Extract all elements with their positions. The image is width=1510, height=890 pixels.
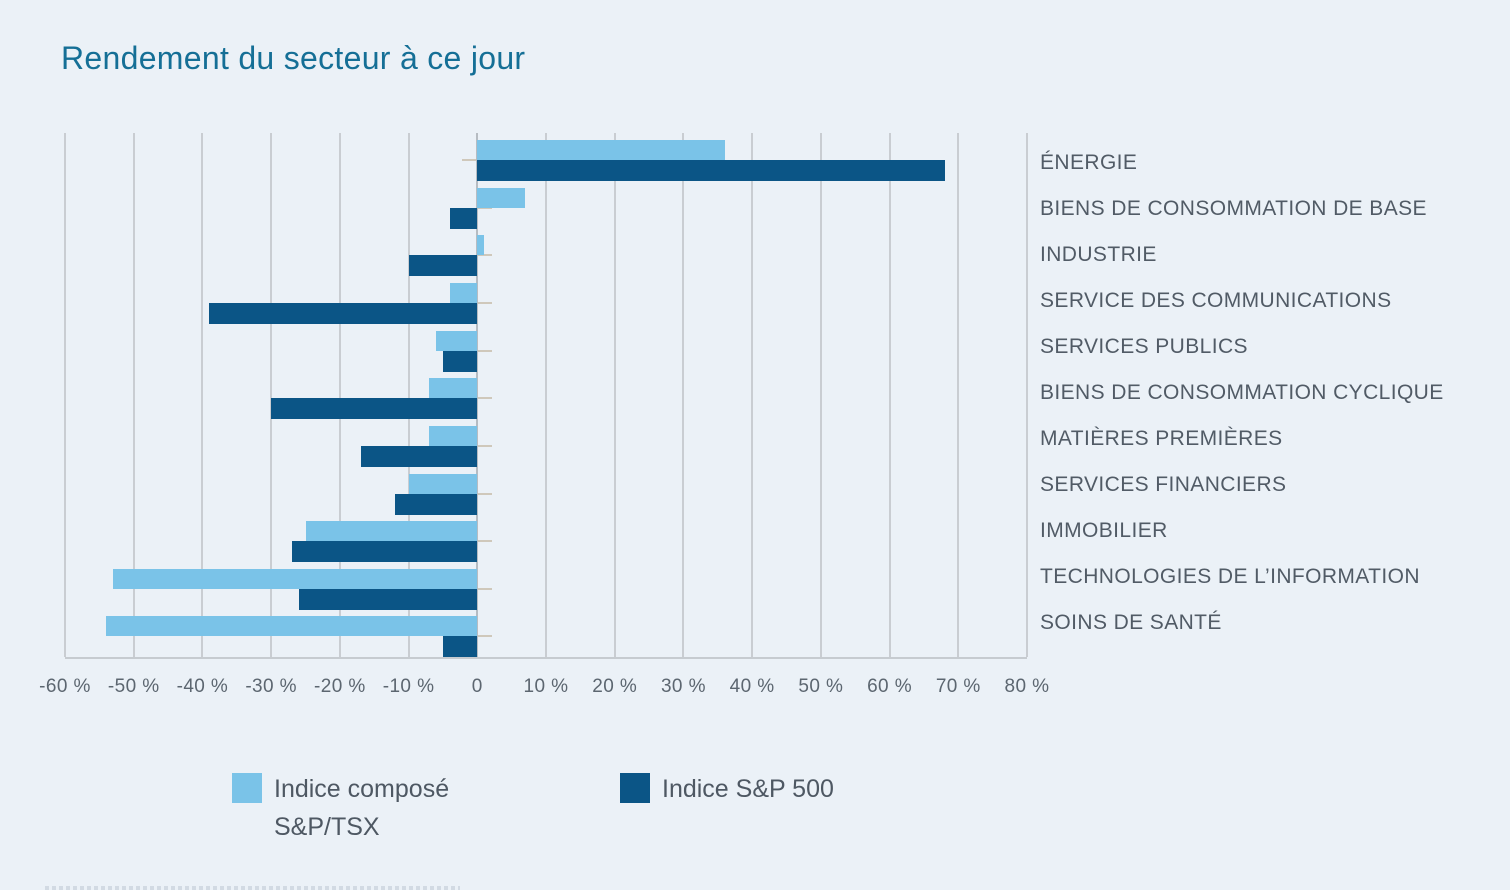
zero-axis-line: [476, 133, 479, 657]
bar-sp500: [442, 636, 478, 658]
gridline: [64, 133, 66, 657]
legend-item-tsx: Indice composé S&P/TSX: [232, 770, 449, 846]
bar-tsx: [106, 616, 478, 637]
legend-label-tsx-line2: S&P/TSX: [274, 813, 380, 841]
category-tick: [478, 587, 493, 590]
gridline: [751, 133, 754, 657]
x-axis-label: -40 %: [176, 676, 229, 697]
category-label: SERVICES PUBLICS: [1040, 335, 1248, 358]
category-tick: [478, 349, 493, 352]
category-label: ÉNERGIE: [1040, 151, 1138, 174]
category-label: SERVICE DES COMMUNICATIONS: [1040, 289, 1392, 312]
category-tick: [478, 635, 493, 638]
x-axis-label: -50 %: [107, 676, 160, 697]
x-axis-label: -20 %: [314, 676, 366, 697]
x-axis-label: 40 %: [729, 676, 775, 697]
bar-sp500: [442, 350, 478, 372]
legend-swatch-sp500: [620, 773, 650, 803]
x-axis-label: -10 %: [382, 676, 435, 697]
x-axis: -60 % -50 % -40 % -30 % -20 % -10 % 0 10 % 20 % 3…: [0, 676, 1510, 702]
category-tick: [478, 397, 493, 400]
gridline: [682, 133, 685, 657]
legend-label-tsx: Indice composé S&P/TSX: [274, 770, 449, 846]
gridline: [957, 133, 960, 657]
bar-tsx: [477, 140, 725, 160]
gridline: [201, 133, 204, 657]
category-tick: [478, 492, 493, 495]
category-label: IMMOBILIER: [1040, 519, 1168, 542]
gridline: [1026, 133, 1028, 657]
x-axis-label: 0: [471, 676, 483, 697]
gridline: [338, 133, 341, 657]
gridline: [613, 133, 616, 657]
bar-sp500: [360, 445, 478, 467]
bar-tsx: [305, 521, 478, 542]
bar-sp500: [209, 302, 478, 324]
x-axis-label: 50 %: [798, 676, 844, 697]
bar-sp500: [271, 398, 478, 420]
gridline: [819, 133, 822, 657]
category-tick: [478, 254, 493, 257]
bar-sp500: [449, 207, 478, 229]
cutoff-text-sliver: [45, 886, 460, 890]
x-axis-label: 60 %: [867, 676, 913, 697]
category-label: BIENS DE CONSOMMATION DE BASE: [1040, 197, 1427, 220]
bar-tsx: [408, 473, 478, 494]
x-axis-label: -30 %: [245, 676, 297, 697]
bar-sp500: [477, 160, 945, 181]
bar-tsx: [449, 282, 478, 303]
bar-tsx: [429, 378, 478, 399]
legend-item-sp500: Indice S&P 500: [620, 770, 834, 808]
legend: Indice composé S&P/TSX Indice S&P 500: [0, 770, 1510, 860]
gridline: [270, 133, 273, 657]
gridline: [407, 133, 410, 657]
bar-tsx: [477, 187, 526, 208]
bar-sp500: [298, 588, 478, 610]
category-label: MATIÈRES PREMIÈRES: [1040, 427, 1283, 450]
x-axis-label: 20 %: [592, 676, 638, 697]
bar-tsx: [477, 235, 485, 256]
category-label: SERVICES FINANCIERS: [1040, 473, 1287, 496]
legend-swatch-tsx: [232, 773, 262, 803]
x-axis-label: 80 %: [1004, 676, 1050, 697]
legend-label-tsx-line1: Indice composé: [274, 775, 450, 803]
bar-tsx: [436, 330, 478, 351]
chart-title: Rendement du secteur à ce jour: [61, 40, 526, 76]
bar-sp500: [291, 541, 478, 563]
x-axis-label: 10 %: [523, 676, 569, 697]
legend-label-sp500: Indice S&P 500: [662, 775, 834, 803]
category-tick: [478, 301, 493, 304]
gridline: [545, 133, 547, 657]
category-label: SOINS DE SANTÉ: [1040, 611, 1222, 634]
bar-tsx: [429, 425, 478, 446]
gridline: [888, 133, 891, 657]
x-axis-label: 70 %: [935, 676, 981, 697]
category-tick: [478, 444, 493, 447]
gridline: [132, 133, 135, 657]
x-axis-label: -60 %: [39, 676, 91, 697]
bar-sp500: [394, 493, 478, 515]
category-tick: [478, 540, 493, 543]
plot-area: [64, 133, 1028, 659]
x-axis-label: 30 %: [660, 676, 706, 697]
category-tick: [462, 159, 477, 161]
bar-sp500: [408, 255, 478, 277]
bar-tsx: [113, 568, 478, 589]
category-tick: [478, 206, 493, 209]
category-label: INDUSTRIE: [1040, 243, 1157, 266]
category-label: TECHNOLOGIES DE L’INFORMATION: [1040, 565, 1420, 588]
category-label: BIENS DE CONSOMMATION CYCLIQUE: [1040, 381, 1444, 404]
